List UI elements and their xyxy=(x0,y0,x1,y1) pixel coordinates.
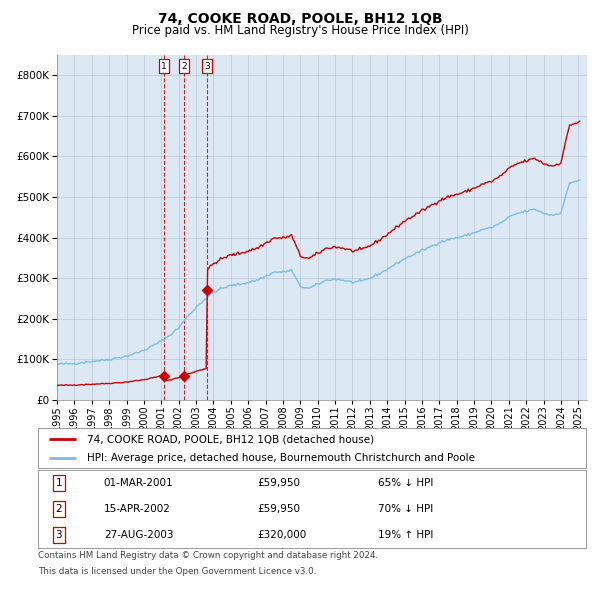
Text: 01-MAR-2001: 01-MAR-2001 xyxy=(104,478,173,488)
Text: 27-AUG-2003: 27-AUG-2003 xyxy=(104,530,173,540)
Text: £320,000: £320,000 xyxy=(257,530,307,540)
Text: Price paid vs. HM Land Registry's House Price Index (HPI): Price paid vs. HM Land Registry's House … xyxy=(131,24,469,37)
Text: 70% ↓ HPI: 70% ↓ HPI xyxy=(378,504,433,514)
Text: £59,950: £59,950 xyxy=(257,478,300,488)
Text: Contains HM Land Registry data © Crown copyright and database right 2024.: Contains HM Land Registry data © Crown c… xyxy=(38,551,378,560)
Text: 74, COOKE ROAD, POOLE, BH12 1QB: 74, COOKE ROAD, POOLE, BH12 1QB xyxy=(158,12,442,26)
Text: 1: 1 xyxy=(56,478,62,488)
Text: 74, COOKE ROAD, POOLE, BH12 1QB (detached house): 74, COOKE ROAD, POOLE, BH12 1QB (detache… xyxy=(88,434,374,444)
Text: 65% ↓ HPI: 65% ↓ HPI xyxy=(378,478,433,488)
Text: HPI: Average price, detached house, Bournemouth Christchurch and Poole: HPI: Average price, detached house, Bour… xyxy=(88,453,475,463)
Text: This data is licensed under the Open Government Licence v3.0.: This data is licensed under the Open Gov… xyxy=(38,568,316,576)
Text: 19% ↑ HPI: 19% ↑ HPI xyxy=(378,530,433,540)
Text: 3: 3 xyxy=(56,530,62,540)
Text: 15-APR-2002: 15-APR-2002 xyxy=(104,504,170,514)
Text: 2: 2 xyxy=(56,504,62,514)
Text: 2: 2 xyxy=(181,61,187,71)
Text: 1: 1 xyxy=(161,61,167,71)
Text: 3: 3 xyxy=(205,61,210,71)
Text: £59,950: £59,950 xyxy=(257,504,300,514)
